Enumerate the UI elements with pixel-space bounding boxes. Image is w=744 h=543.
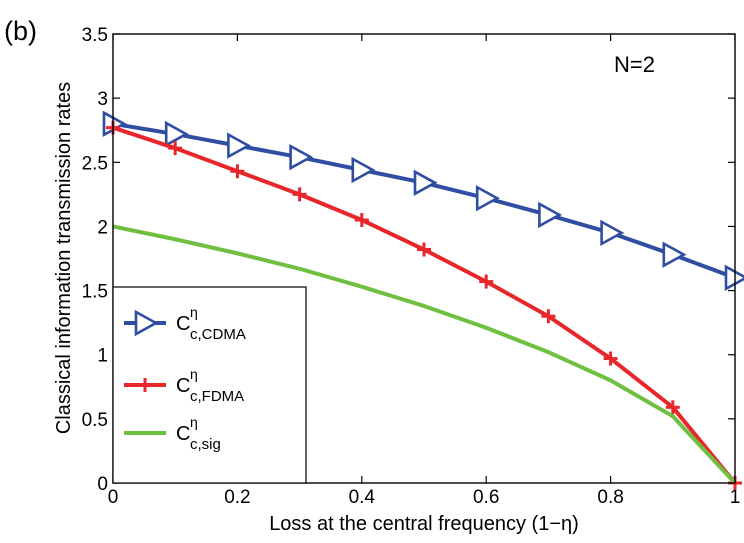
triangle-marker: [475, 185, 500, 212]
x-tick-label: 0.2: [224, 487, 250, 508]
y-axis-label: Classical information transmission rates: [53, 82, 75, 434]
panel-label: (b): [4, 16, 37, 46]
legend-label-sup: η: [190, 366, 198, 382]
triangle-marker: [413, 169, 438, 197]
triangle-marker: [134, 309, 159, 337]
legend-label-base: C: [176, 375, 190, 397]
y-tick-label: 3: [97, 89, 108, 110]
x-tick-label: 0.6: [473, 487, 499, 508]
triangle-marker: [351, 156, 376, 184]
x-axis-label: Loss at the central frequency (1−η): [269, 513, 579, 535]
x-tick-label: 0.4: [349, 487, 376, 508]
x-tick-label: 0: [108, 487, 119, 508]
legend-label-sup: η: [190, 414, 198, 430]
y-tick-label: 0.5: [82, 410, 108, 431]
plot-frame: [112, 33, 736, 484]
triangle-marker: [662, 241, 687, 268]
series-cdma: [102, 110, 744, 291]
y-tick-label: 1: [97, 346, 108, 367]
legend-item: Cη c,CDMA: [124, 304, 246, 343]
y-tick-label: 2: [97, 217, 108, 238]
x-tick-label: 0.8: [597, 487, 623, 508]
legend-item: Cη c,FDMA: [124, 366, 244, 405]
legend-label-base: C: [176, 313, 190, 335]
y-tick-label: 0: [97, 474, 108, 495]
triangle-marker: [164, 120, 189, 148]
legend-label-sub: c,FDMA: [190, 388, 244, 405]
triangle-marker: [227, 132, 252, 159]
triangle-marker: [600, 219, 625, 247]
legend-label-sub: c,CDMA: [190, 326, 246, 343]
triangle-marker: [538, 201, 563, 229]
x-tick-label: 1: [730, 487, 741, 508]
series-sig: [112, 224, 737, 485]
legend-label-base: C: [176, 423, 190, 445]
series-layer: [102, 110, 744, 490]
triangle-marker: [289, 143, 314, 171]
y-tick-label: 3.5: [82, 25, 108, 46]
y-tick-label: 2.5: [82, 153, 108, 174]
series-line: [112, 224, 737, 485]
ticks-layer: 0 0.2 0.4 0.6 0.8 1 0 0.5 1 1.5 2 2.5 3 3.5: [82, 25, 741, 508]
y-tick-label: 1.5: [82, 282, 108, 303]
annotation-n: N=2: [614, 52, 655, 77]
legend-item: Cη c,sig: [124, 414, 221, 453]
legend-label-sup: η: [190, 304, 198, 320]
legend-label-sub: c,sig: [190, 436, 221, 453]
